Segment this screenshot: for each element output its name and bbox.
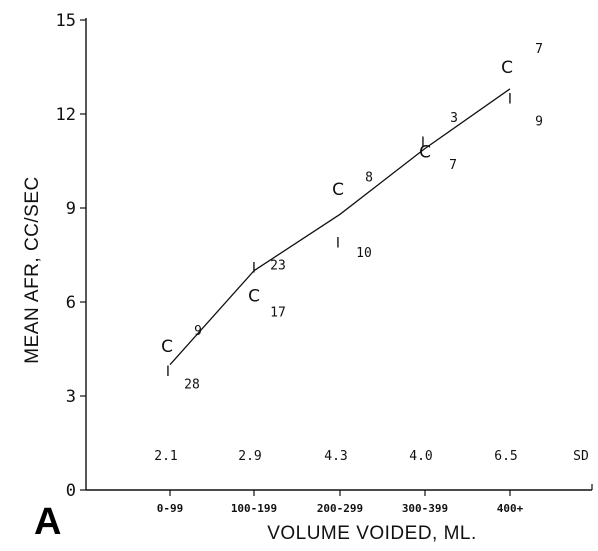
y-axis-title: MEAN AFR, CC/SEC xyxy=(22,176,43,363)
x-tick-label: 200-299 xyxy=(317,502,363,515)
series-layer xyxy=(169,88,511,366)
count-label: 3 xyxy=(450,111,458,126)
y-tick-label: 0 xyxy=(66,481,76,501)
x-axis-title: VOLUME VOIDED, ML. xyxy=(267,523,477,544)
data-point-i: I xyxy=(508,91,512,107)
data-point-c: C xyxy=(332,180,344,200)
sd-value: 2.9 xyxy=(238,449,261,464)
x-tick-label: 400+ xyxy=(497,502,524,515)
x-tick-label: 100-199 xyxy=(231,502,277,515)
sd-value: 2.1 xyxy=(154,449,177,464)
y-tick-label: 6 xyxy=(66,293,76,313)
sd-row-label: SD xyxy=(573,449,589,464)
count-labels: 28 9 23 17 10 8 3 7 9 7 xyxy=(184,42,543,392)
count-label: 23 xyxy=(270,258,286,273)
data-point-i: I xyxy=(421,135,425,151)
data-point-i: I xyxy=(336,235,340,251)
count-label: 7 xyxy=(449,158,457,173)
data-point-c: C xyxy=(161,337,173,357)
data-point-i: I xyxy=(166,364,170,380)
data-point-c: C xyxy=(419,143,431,163)
sd-value: 4.3 xyxy=(324,449,347,464)
count-label: 9 xyxy=(535,114,543,129)
count-label: 8 xyxy=(365,171,373,186)
y-tick-label: 12 xyxy=(56,105,76,125)
y-ticks: 0 3 6 9 12 15 xyxy=(56,11,86,501)
count-label: 7 xyxy=(535,42,543,57)
y-tick-label: 3 xyxy=(66,387,76,407)
x-ticks: 0-99 100-199 200-299 300-399 400+ xyxy=(157,490,524,515)
x-tick-label: 300-399 xyxy=(402,502,448,515)
data-point-i: I xyxy=(252,261,256,277)
y-tick-label: 15 xyxy=(56,11,76,31)
count-label: 17 xyxy=(270,305,286,320)
count-label: 28 xyxy=(184,377,200,392)
y-tick-label: 9 xyxy=(66,199,76,219)
data-point-c: C xyxy=(501,58,513,78)
x-tick-label: 0-99 xyxy=(157,502,184,515)
panel-letter: A xyxy=(34,501,61,543)
series-line xyxy=(169,88,511,366)
sd-value: 4.0 xyxy=(409,449,432,464)
count-label: 9 xyxy=(194,324,202,339)
sd-row: 2.1 2.9 4.3 4.0 6.5 SD xyxy=(154,449,589,464)
count-label: 10 xyxy=(356,246,372,261)
sd-value: 6.5 xyxy=(494,449,517,464)
data-point-c: C xyxy=(248,287,260,307)
